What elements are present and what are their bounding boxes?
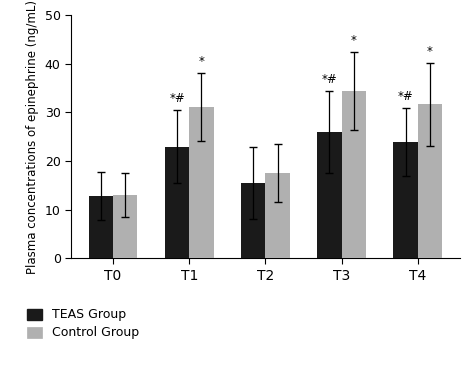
Text: *: * xyxy=(199,55,204,68)
Y-axis label: Plasma concentrations of epinephrine (ng/mL): Plasma concentrations of epinephrine (ng… xyxy=(26,0,39,274)
Legend: TEAS Group, Control Group: TEAS Group, Control Group xyxy=(27,309,139,339)
Bar xyxy=(165,147,189,258)
Bar xyxy=(393,142,418,258)
Text: *: * xyxy=(351,34,357,47)
Text: *#: *# xyxy=(321,73,337,86)
Bar xyxy=(113,195,137,258)
Bar xyxy=(265,173,290,258)
Text: *#: *# xyxy=(398,90,413,103)
Bar xyxy=(342,90,366,258)
Bar xyxy=(241,183,265,258)
Text: *: * xyxy=(427,45,433,58)
Bar xyxy=(189,107,214,258)
Text: *#: *# xyxy=(169,92,185,105)
Bar xyxy=(418,104,442,258)
Bar xyxy=(89,196,113,258)
Bar xyxy=(317,132,342,258)
